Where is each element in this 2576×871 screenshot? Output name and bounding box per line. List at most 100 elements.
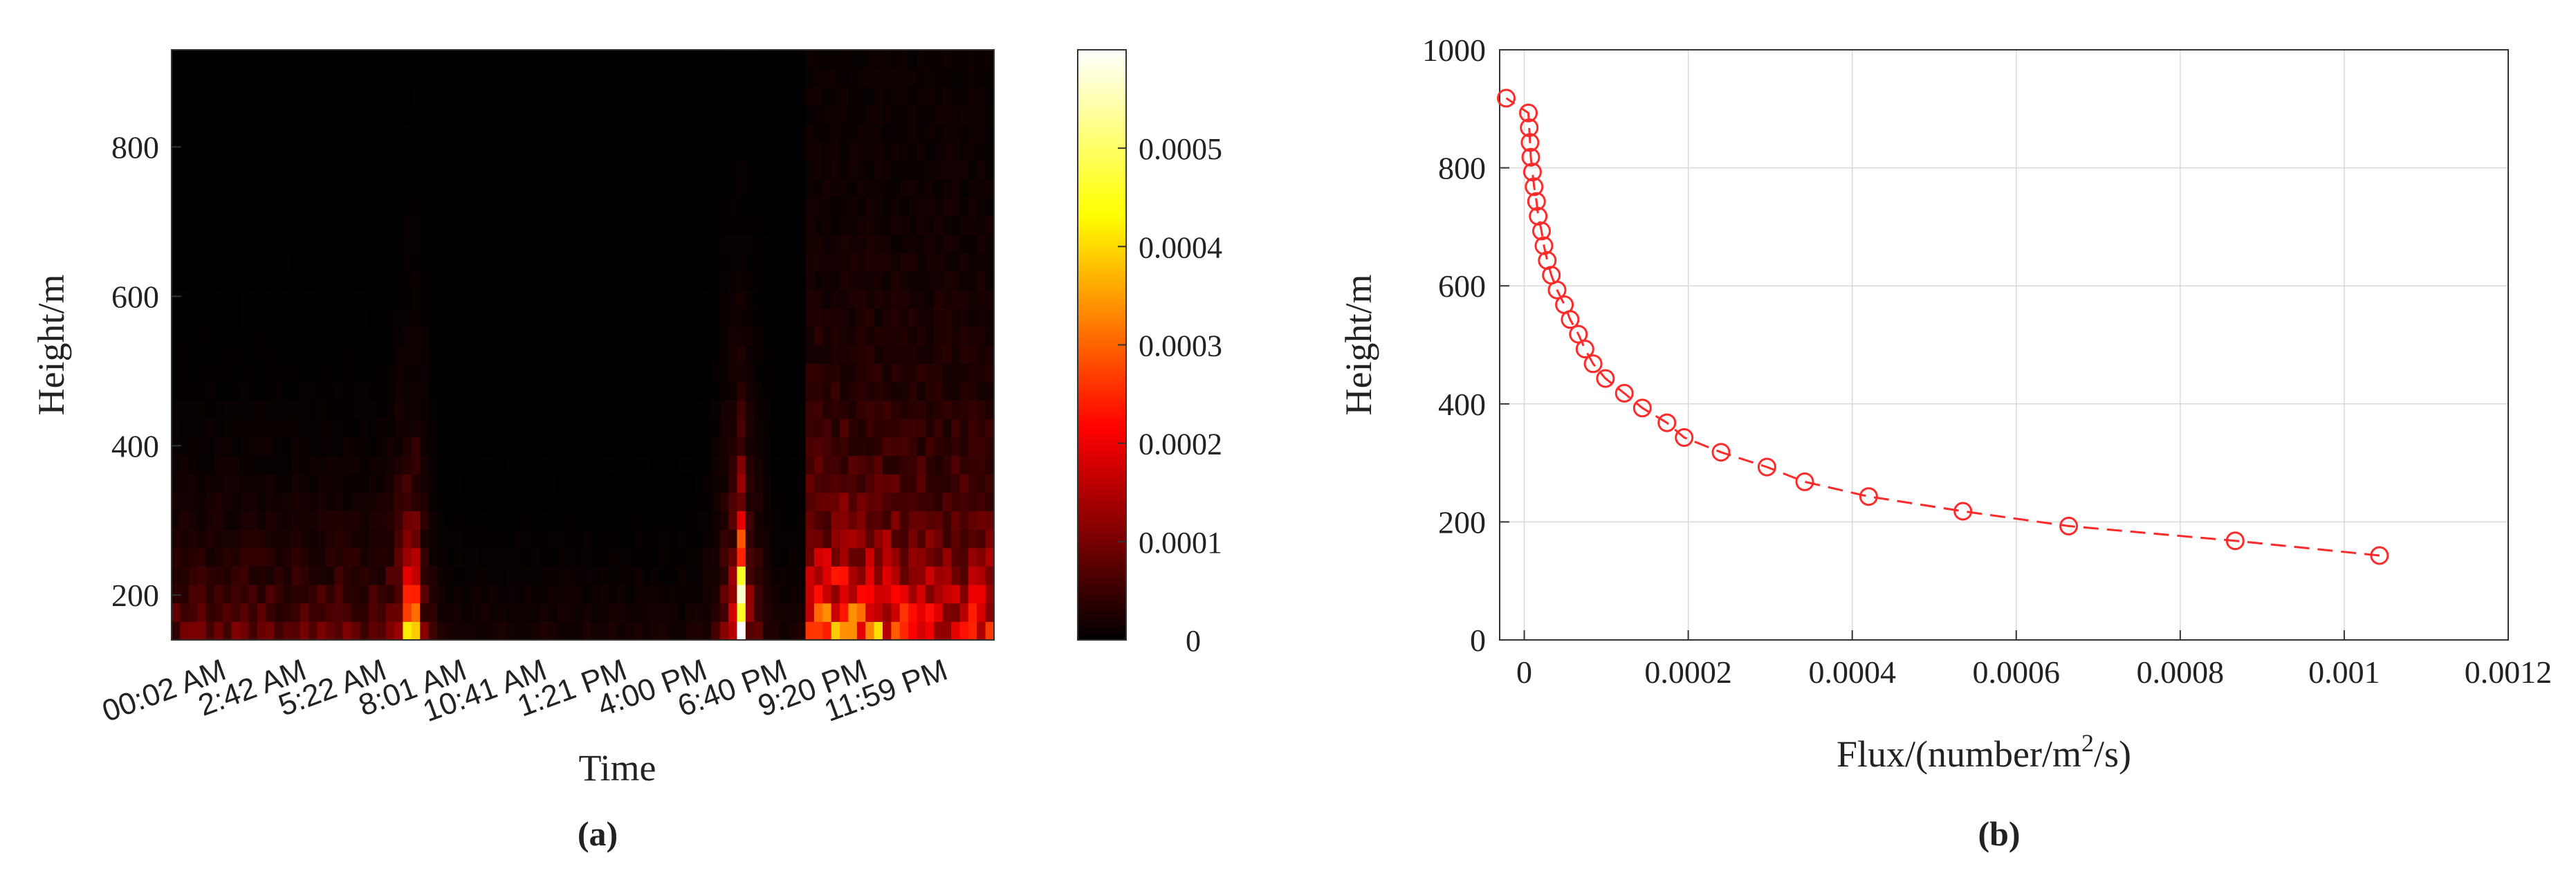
heatmap-cell	[899, 326, 909, 346]
heatmap-cell	[360, 178, 369, 198]
heatmap-cell	[925, 455, 935, 475]
heatmap-cell	[968, 86, 977, 106]
heatmap-cell	[471, 253, 481, 272]
heatmap-cell	[214, 363, 223, 383]
heatmap-cell	[522, 585, 532, 604]
heatmap-cell	[856, 197, 866, 217]
heatmap-cell	[557, 289, 567, 309]
heatmap-cell	[565, 326, 575, 346]
heatmap-cell	[240, 271, 250, 291]
heatmap-cell	[205, 178, 215, 198]
heatmap-cell	[608, 234, 618, 253]
line-y-tick-label: 600	[1438, 268, 1486, 304]
heatmap-cell	[188, 529, 198, 549]
heatmap-cell	[874, 326, 883, 346]
heatmap-cell	[266, 160, 275, 180]
heatmap-cell	[677, 68, 686, 87]
heatmap-cell	[840, 455, 849, 475]
heatmap-cell	[309, 529, 318, 549]
heatmap-cell	[745, 289, 755, 309]
heatmap-cell	[840, 511, 849, 530]
heatmap-cell	[694, 308, 703, 327]
heatmap-cell	[634, 381, 643, 401]
heatmap-cell	[805, 566, 815, 585]
heatmap-cell	[771, 308, 780, 327]
heatmap-cell	[754, 529, 764, 549]
heatmap-cell	[325, 547, 335, 567]
heatmap-cell	[565, 50, 575, 69]
heatmap-cell	[540, 104, 549, 125]
heatmap-cell	[574, 253, 584, 272]
heatmap-cell	[719, 197, 729, 217]
heatmap-cell	[420, 86, 430, 106]
heatmap-cell	[694, 215, 703, 235]
heatmap-cell	[600, 363, 609, 383]
heatmap-cell	[334, 455, 344, 475]
heatmap-cell	[917, 289, 926, 309]
heatmap-cell	[634, 492, 643, 512]
heatmap-cell	[240, 511, 250, 530]
heatmap-cell	[394, 400, 404, 419]
heatmap-cell	[977, 345, 986, 364]
heatmap-cell	[788, 289, 798, 309]
heatmap-cell	[403, 455, 412, 475]
heatmap-cell	[334, 603, 344, 622]
heatmap-cell	[377, 381, 387, 401]
heatmap-cell	[934, 566, 944, 585]
heatmap-cell	[908, 142, 918, 161]
heatmap-cell	[522, 455, 532, 475]
heatmap-cell	[891, 345, 901, 364]
heatmap-cell	[377, 86, 387, 106]
heatmap-cell	[805, 123, 815, 143]
heatmap-cell	[813, 455, 823, 475]
heatmap-cell	[291, 621, 301, 641]
heatmap-cell	[479, 308, 489, 327]
heatmap-cell	[934, 234, 944, 253]
heatmap-cell	[514, 234, 524, 253]
heatmap-cell	[771, 566, 780, 585]
heatmap-cell	[557, 474, 567, 493]
heatmap-cell	[377, 400, 387, 419]
heatmap-cell	[223, 437, 232, 457]
heatmap-cell	[479, 492, 489, 512]
heatmap-cell	[334, 419, 344, 438]
heatmap-cell	[172, 50, 181, 69]
heatmap-cell	[831, 308, 840, 327]
heatmap-cell	[317, 603, 326, 622]
heatmap-cell	[608, 345, 618, 364]
heatmap-cell	[428, 547, 438, 567]
heatmap-cell	[780, 345, 789, 364]
heatmap-cell	[574, 603, 584, 622]
heatmap-cell	[925, 308, 935, 327]
heatmap-cell	[360, 215, 369, 235]
heatmap-cell	[694, 381, 703, 401]
heatmap-cell	[240, 234, 250, 253]
heatmap-cell	[180, 345, 190, 364]
heatmap-cell	[625, 234, 635, 253]
heatmap-cell	[754, 566, 764, 585]
heatmap-cell	[463, 363, 472, 383]
heatmap-cell	[428, 142, 438, 161]
heatmap-cell	[403, 381, 412, 401]
heatmap-cell	[514, 419, 524, 438]
heatmap-cell	[745, 50, 755, 69]
heatmap-cell	[899, 142, 909, 161]
heatmap-cell	[197, 474, 207, 493]
heatmap-cell	[463, 603, 472, 622]
heatmap-cell	[977, 437, 986, 457]
heatmap-cell	[514, 326, 524, 346]
heatmap-cell	[762, 566, 772, 585]
heatmap-cell	[309, 123, 318, 143]
heatmap-cell	[977, 142, 986, 161]
heatmap-cell	[617, 492, 627, 512]
heatmap-cell	[625, 326, 635, 346]
heatmap-cell	[959, 419, 969, 438]
heatmap-cell	[351, 86, 361, 106]
heatmap-cell	[917, 547, 926, 567]
heatmap-cell	[702, 178, 712, 198]
heatmap-cell	[728, 197, 738, 217]
heatmap-cell	[899, 529, 909, 549]
heatmap-cell	[463, 215, 472, 235]
heatmap-cell	[463, 326, 472, 346]
heatmap-cell	[745, 178, 755, 198]
